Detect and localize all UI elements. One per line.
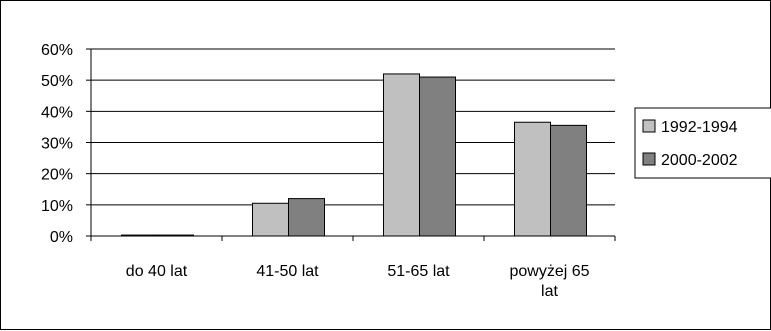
bar	[121, 234, 158, 237]
x-tick-label: do 40 lat	[126, 263, 188, 280]
x-tick-label: 51-65 lat	[387, 263, 450, 280]
bar	[419, 76, 456, 237]
bar	[514, 121, 551, 237]
y-tick-label: 50%	[41, 73, 73, 90]
bar	[550, 124, 587, 237]
y-tick-label: 20%	[41, 167, 73, 184]
y-tick-label: 60%	[41, 42, 73, 59]
legend-swatch	[642, 152, 656, 166]
y-tick-label: 0%	[50, 229, 73, 246]
bar	[252, 202, 289, 237]
x-tick-label: powyżej 65 lat	[509, 263, 589, 300]
y-tick-label: 40%	[41, 104, 73, 121]
y-tick-label: 30%	[41, 136, 73, 153]
legend-label: 2000-2002	[661, 152, 738, 169]
legend-box	[634, 107, 771, 179]
bar	[383, 73, 420, 237]
bar	[288, 198, 325, 237]
bar	[157, 234, 194, 237]
legend-swatch	[642, 119, 656, 133]
y-tick-label: 10%	[41, 198, 73, 215]
legend-label: 1992-1994	[661, 119, 738, 136]
x-tick-label: 41-50 lat	[256, 263, 319, 280]
